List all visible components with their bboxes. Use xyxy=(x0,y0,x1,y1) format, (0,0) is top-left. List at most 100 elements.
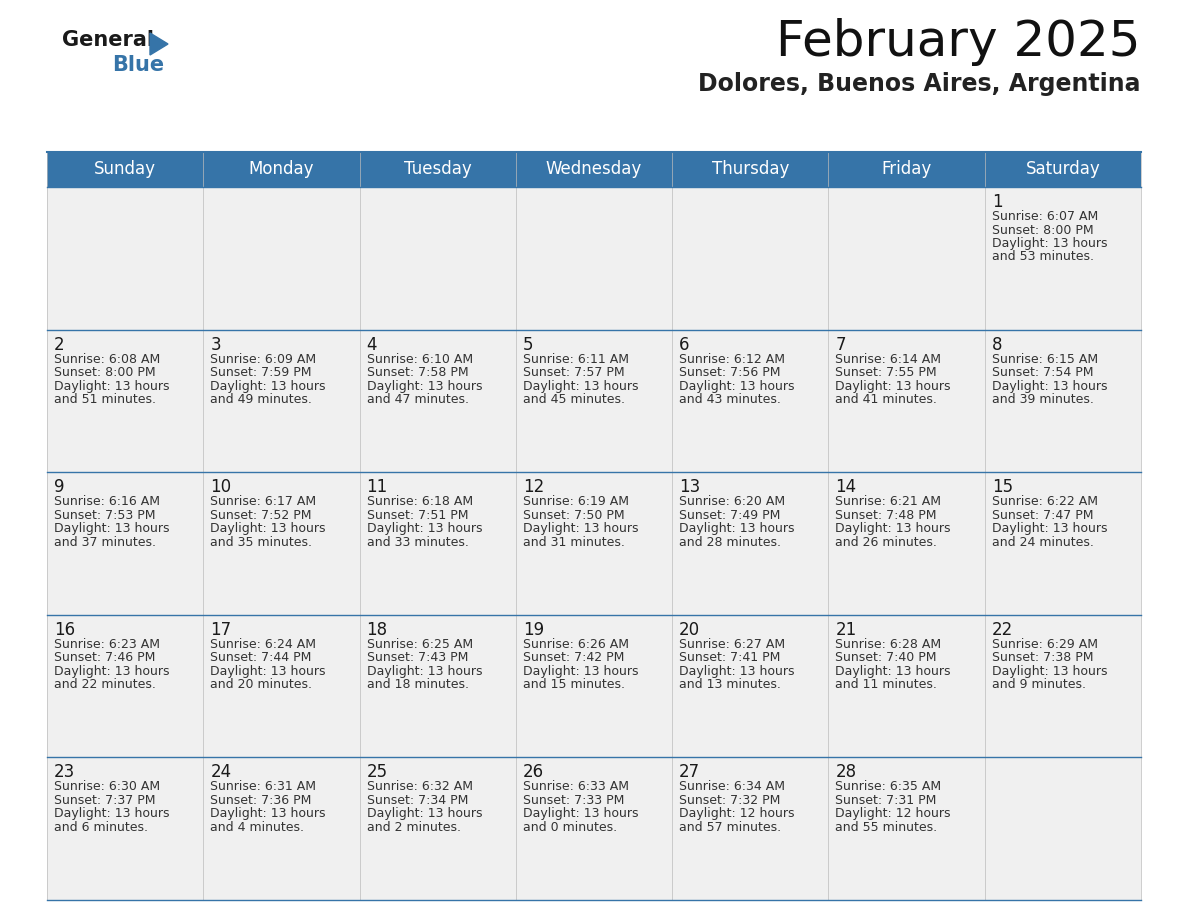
Text: Sunset: 7:37 PM: Sunset: 7:37 PM xyxy=(53,794,156,807)
Bar xyxy=(516,615,672,757)
Text: Sunrise: 6:10 AM: Sunrise: 6:10 AM xyxy=(367,353,473,365)
Text: Sunset: 7:41 PM: Sunset: 7:41 PM xyxy=(680,651,781,665)
Text: and 55 minutes.: and 55 minutes. xyxy=(835,821,937,834)
Bar xyxy=(48,615,203,757)
Text: Sunset: 7:43 PM: Sunset: 7:43 PM xyxy=(367,651,468,665)
Text: and 53 minutes.: and 53 minutes. xyxy=(992,251,1094,263)
Text: Sunrise: 6:07 AM: Sunrise: 6:07 AM xyxy=(992,210,1098,223)
Text: Daylight: 13 hours: Daylight: 13 hours xyxy=(210,522,326,535)
Text: 13: 13 xyxy=(680,478,701,497)
Text: Sunset: 7:46 PM: Sunset: 7:46 PM xyxy=(53,651,156,665)
Text: 16: 16 xyxy=(53,621,75,639)
Text: Sunset: 7:52 PM: Sunset: 7:52 PM xyxy=(210,509,311,521)
Text: Sunset: 7:51 PM: Sunset: 7:51 PM xyxy=(367,509,468,521)
Text: Sunrise: 6:33 AM: Sunrise: 6:33 AM xyxy=(523,780,628,793)
Text: 1: 1 xyxy=(992,193,1003,211)
Bar xyxy=(203,615,360,757)
Text: Wednesday: Wednesday xyxy=(545,161,643,178)
Text: Monday: Monday xyxy=(248,161,314,178)
Bar xyxy=(360,330,516,472)
Text: Daylight: 13 hours: Daylight: 13 hours xyxy=(680,380,795,393)
Bar xyxy=(48,330,203,472)
Bar xyxy=(828,330,985,472)
Bar xyxy=(48,152,1140,187)
Text: 15: 15 xyxy=(992,478,1013,497)
Bar xyxy=(672,472,828,615)
Text: Sunset: 7:59 PM: Sunset: 7:59 PM xyxy=(210,366,311,379)
Text: Sunrise: 6:14 AM: Sunrise: 6:14 AM xyxy=(835,353,941,365)
Text: Sunrise: 6:12 AM: Sunrise: 6:12 AM xyxy=(680,353,785,365)
Text: 3: 3 xyxy=(210,336,221,353)
Text: and 49 minutes.: and 49 minutes. xyxy=(210,393,312,406)
Text: Sunset: 7:32 PM: Sunset: 7:32 PM xyxy=(680,794,781,807)
Text: and 15 minutes.: and 15 minutes. xyxy=(523,678,625,691)
Text: Sunrise: 6:25 AM: Sunrise: 6:25 AM xyxy=(367,638,473,651)
Text: 18: 18 xyxy=(367,621,387,639)
Text: and 18 minutes.: and 18 minutes. xyxy=(367,678,468,691)
Text: and 35 minutes.: and 35 minutes. xyxy=(210,536,312,549)
Bar xyxy=(360,472,516,615)
Text: 28: 28 xyxy=(835,764,857,781)
Text: Sunrise: 6:27 AM: Sunrise: 6:27 AM xyxy=(680,638,785,651)
Text: Daylight: 13 hours: Daylight: 13 hours xyxy=(523,665,638,677)
Text: and 28 minutes.: and 28 minutes. xyxy=(680,536,782,549)
Text: Sunset: 7:31 PM: Sunset: 7:31 PM xyxy=(835,794,937,807)
Bar xyxy=(48,472,203,615)
Text: Daylight: 13 hours: Daylight: 13 hours xyxy=(53,665,170,677)
Text: 25: 25 xyxy=(367,764,387,781)
Text: Sunset: 7:40 PM: Sunset: 7:40 PM xyxy=(835,651,937,665)
Bar xyxy=(360,187,516,330)
Text: 5: 5 xyxy=(523,336,533,353)
Bar xyxy=(516,472,672,615)
Text: 22: 22 xyxy=(992,621,1013,639)
Bar xyxy=(985,330,1140,472)
Text: Sunrise: 6:34 AM: Sunrise: 6:34 AM xyxy=(680,780,785,793)
Text: Sunset: 8:00 PM: Sunset: 8:00 PM xyxy=(53,366,156,379)
Bar xyxy=(48,187,203,330)
Text: Sunrise: 6:15 AM: Sunrise: 6:15 AM xyxy=(992,353,1098,365)
Text: Sunrise: 6:16 AM: Sunrise: 6:16 AM xyxy=(53,495,160,509)
Text: Sunset: 7:57 PM: Sunset: 7:57 PM xyxy=(523,366,625,379)
Text: 11: 11 xyxy=(367,478,387,497)
Text: Daylight: 13 hours: Daylight: 13 hours xyxy=(210,665,326,677)
Text: Daylight: 13 hours: Daylight: 13 hours xyxy=(992,665,1107,677)
Text: and 2 minutes.: and 2 minutes. xyxy=(367,821,461,834)
Bar xyxy=(360,615,516,757)
Text: 6: 6 xyxy=(680,336,690,353)
Text: Daylight: 12 hours: Daylight: 12 hours xyxy=(680,808,795,821)
Text: Daylight: 13 hours: Daylight: 13 hours xyxy=(992,522,1107,535)
Text: Saturday: Saturday xyxy=(1025,161,1100,178)
Text: Sunset: 7:47 PM: Sunset: 7:47 PM xyxy=(992,509,1093,521)
Text: Sunrise: 6:30 AM: Sunrise: 6:30 AM xyxy=(53,780,160,793)
Text: February 2025: February 2025 xyxy=(776,18,1140,66)
Text: and 45 minutes.: and 45 minutes. xyxy=(523,393,625,406)
Bar xyxy=(828,757,985,900)
Text: 19: 19 xyxy=(523,621,544,639)
Text: and 51 minutes.: and 51 minutes. xyxy=(53,393,156,406)
Text: Sunrise: 6:24 AM: Sunrise: 6:24 AM xyxy=(210,638,316,651)
Text: 4: 4 xyxy=(367,336,377,353)
Text: Sunset: 7:36 PM: Sunset: 7:36 PM xyxy=(210,794,311,807)
Bar xyxy=(672,187,828,330)
Text: Sunset: 7:50 PM: Sunset: 7:50 PM xyxy=(523,509,625,521)
Text: General: General xyxy=(62,30,154,50)
Text: and 39 minutes.: and 39 minutes. xyxy=(992,393,1094,406)
Text: Sunset: 7:58 PM: Sunset: 7:58 PM xyxy=(367,366,468,379)
Text: 8: 8 xyxy=(992,336,1003,353)
Text: Sunrise: 6:32 AM: Sunrise: 6:32 AM xyxy=(367,780,473,793)
Text: Sunset: 7:34 PM: Sunset: 7:34 PM xyxy=(367,794,468,807)
Bar xyxy=(828,615,985,757)
Text: Sunrise: 6:21 AM: Sunrise: 6:21 AM xyxy=(835,495,941,509)
Bar xyxy=(516,187,672,330)
Text: Daylight: 13 hours: Daylight: 13 hours xyxy=(367,380,482,393)
Text: Daylight: 13 hours: Daylight: 13 hours xyxy=(367,522,482,535)
Text: and 47 minutes.: and 47 minutes. xyxy=(367,393,468,406)
Text: Daylight: 13 hours: Daylight: 13 hours xyxy=(835,522,950,535)
Text: Daylight: 12 hours: Daylight: 12 hours xyxy=(835,808,950,821)
Text: Sunset: 7:54 PM: Sunset: 7:54 PM xyxy=(992,366,1093,379)
Bar xyxy=(985,187,1140,330)
Text: Sunrise: 6:18 AM: Sunrise: 6:18 AM xyxy=(367,495,473,509)
Bar xyxy=(203,330,360,472)
Text: Daylight: 13 hours: Daylight: 13 hours xyxy=(992,380,1107,393)
Text: and 20 minutes.: and 20 minutes. xyxy=(210,678,312,691)
